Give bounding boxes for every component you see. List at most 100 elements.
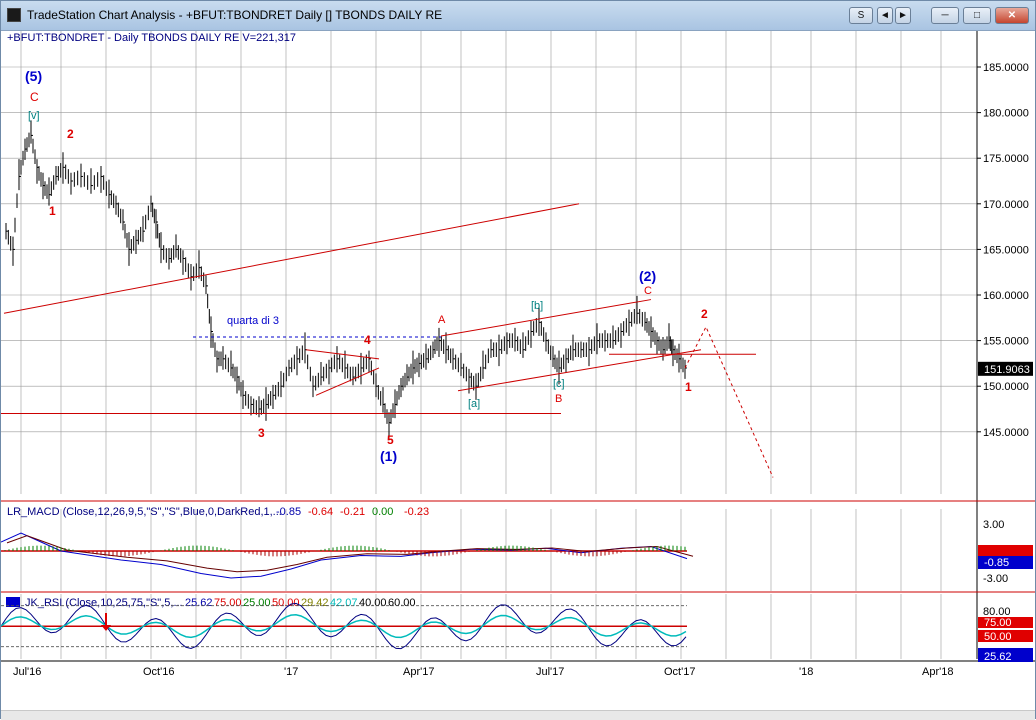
trendline: [440, 299, 652, 337]
rsi-last-value: 75.00: [984, 617, 1012, 629]
wave-label: 5: [387, 433, 394, 447]
rsi-header-value: 60.00: [388, 597, 416, 609]
rsi-last-tag: [978, 648, 1033, 662]
tradestation-app-icon: [7, 8, 21, 22]
wave-label: 3: [258, 426, 265, 440]
macd-header-value: -0.23: [404, 506, 429, 518]
macd-indicator: -0.85 -0.64 -0.21 0.00 -0.23 3.00 -3.00 -0.85: [0, 506, 1033, 585]
wave-label: (1): [380, 448, 397, 464]
rsi-average-line: [0, 614, 687, 639]
price-axis-label: 155.0000: [983, 336, 1029, 348]
macd-line: [0, 532, 688, 579]
rsi-last-value: 25.62: [984, 651, 1012, 663]
chart-svg[interactable]: (5) C [v] 2 1 quarta di 3 4 3 5(1) A [a] [b] [c] B (2)…: [0, 31, 1035, 710]
wave-label: (2): [639, 268, 656, 284]
minimize-button[interactable]: ─: [931, 7, 959, 24]
wave-label: 1: [685, 380, 692, 394]
price-axis-label: 145.0000: [983, 427, 1029, 439]
macd-header-value: -0.64: [308, 506, 333, 518]
last-price-value: 151.9063: [984, 364, 1030, 376]
macd-signal-line: [6, 535, 694, 573]
window-title: TradeStation Chart Analysis - +BFUT:TBON…: [27, 8, 443, 22]
rsi-last-tag: [978, 617, 1033, 628]
macd-last-tag: [978, 556, 1033, 569]
macd-header-value: 0.00: [372, 506, 393, 518]
maximize-button[interactable]: □: [963, 7, 991, 24]
minimize-icon: ─: [941, 10, 949, 21]
wave-label: A: [438, 314, 446, 326]
price-axis-label: 185.0000: [983, 62, 1029, 74]
price-axis-label: 170.0000: [983, 199, 1029, 211]
macd-last-value: -0.85: [984, 557, 1009, 569]
wave-label: quarta di 3: [227, 315, 279, 327]
trendline: [305, 349, 380, 360]
wave-label: [b]: [531, 300, 543, 312]
rsi-axis-label: 80.00: [983, 606, 1011, 618]
scroll-right-button[interactable]: ►: [895, 7, 911, 24]
wave-label: 2: [701, 307, 708, 321]
wave-label: [c]: [553, 378, 565, 390]
wave-label: [v]: [28, 110, 40, 122]
rsi-line: [0, 602, 687, 650]
macd-header-label: LR_MACD (Close,12,26,9,5,"S","S",Blue,0,…: [7, 506, 282, 518]
title-bar[interactable]: TradeStation Chart Analysis - +BFUT:TBON…: [1, 1, 1035, 31]
wave-label: C: [644, 285, 652, 297]
wave-label: 2: [67, 127, 74, 141]
macd-axis-label: 3.00: [983, 519, 1004, 531]
wave-label: C: [30, 90, 39, 104]
macd-last-tag: [978, 545, 1033, 556]
time-axis-label: Oct'17: [664, 666, 695, 678]
time-scrollbar[interactable]: [1, 710, 1035, 720]
close-button[interactable]: ✕: [995, 7, 1029, 24]
macd-header-value: -0.21: [340, 506, 365, 518]
wave-label: [a]: [468, 398, 480, 410]
rsi-signal-arrow-head: [101, 625, 111, 631]
rsi-header-value: 42.07: [330, 597, 358, 609]
rsi-color-swatch: [6, 597, 20, 607]
last-price-tag: [978, 361, 1033, 376]
wave-label: 1: [49, 204, 56, 218]
time-axis-label: Oct'16: [143, 666, 174, 678]
time-axis-label: '17: [284, 666, 298, 678]
price-axis-label: 180.0000: [983, 108, 1029, 120]
time-axis: Jul'16 Oct'16 '17 Apr'17 Jul'17 Oct'17 '18 Apr'…: [13, 666, 953, 678]
trendlines: [1, 203, 774, 478]
time-axis-label: Apr'17: [403, 666, 434, 678]
time-axis-label: Jul'16: [13, 666, 41, 678]
price-panel-header: +BFUT:TBONDRET - Daily TBONDS DAILY RE V…: [7, 32, 296, 44]
price-axis-label: 165.0000: [983, 244, 1029, 256]
rsi-header-value: 40.00: [359, 597, 387, 609]
close-icon: ✕: [1007, 10, 1017, 21]
wave-label: (5): [25, 68, 42, 84]
rsi-header-value: 29.42: [301, 597, 329, 609]
price-axis-label: 160.0000: [983, 290, 1029, 302]
rsi-header-value: 25.62: [185, 597, 213, 609]
price-axis-label: 175.0000: [983, 153, 1029, 165]
wave-annotations: (5) C [v] 2 1 quarta di 3 4 3 5(1) A [a] [b] [c] B (2)…: [25, 68, 708, 464]
rsi-last-value: 50.00: [984, 631, 1012, 643]
chart-area[interactable]: (5) C [v] 2 1 quarta di 3 4 3 5 (1) A [a] [b] [c] B (2)…: [0, 31, 1035, 720]
trendline: [3, 203, 580, 314]
time-axis-label: Apr'18: [922, 666, 953, 678]
macd-axis-label: -3.00: [983, 573, 1008, 585]
maximize-icon: □: [973, 10, 981, 21]
scroll-left-button[interactable]: ◄: [877, 7, 893, 24]
price-bars: [5, 120, 687, 440]
time-axis-label: '18: [799, 666, 813, 678]
symbol-link-button[interactable]: S: [849, 7, 873, 24]
macd-header-value: -0.85: [276, 506, 301, 518]
time-axis-label: Jul'17: [536, 666, 564, 678]
rsi-last-tag: [978, 630, 1033, 642]
projection-path: [684, 325, 774, 478]
price-axis-label: 150.0000: [983, 381, 1029, 393]
rsi-header-value: 75.00: [214, 597, 242, 609]
rsi-header-value: 25.00: [243, 597, 271, 609]
rsi-header-label: JK_RSI (Close,10,25,75,"S",5,...: [25, 597, 183, 609]
trendline: [457, 349, 702, 392]
wave-label: 4: [364, 333, 371, 347]
wave-label: B: [555, 393, 562, 405]
rsi-indicator: JK_RSI (Close,10,25,75,"S",5,... 25.62 75.…: [0, 597, 1033, 663]
axes: 185.0000 180.0000 175.0000 170.0000 165.0000…: [977, 62, 1033, 439]
trendline: [315, 367, 380, 396]
